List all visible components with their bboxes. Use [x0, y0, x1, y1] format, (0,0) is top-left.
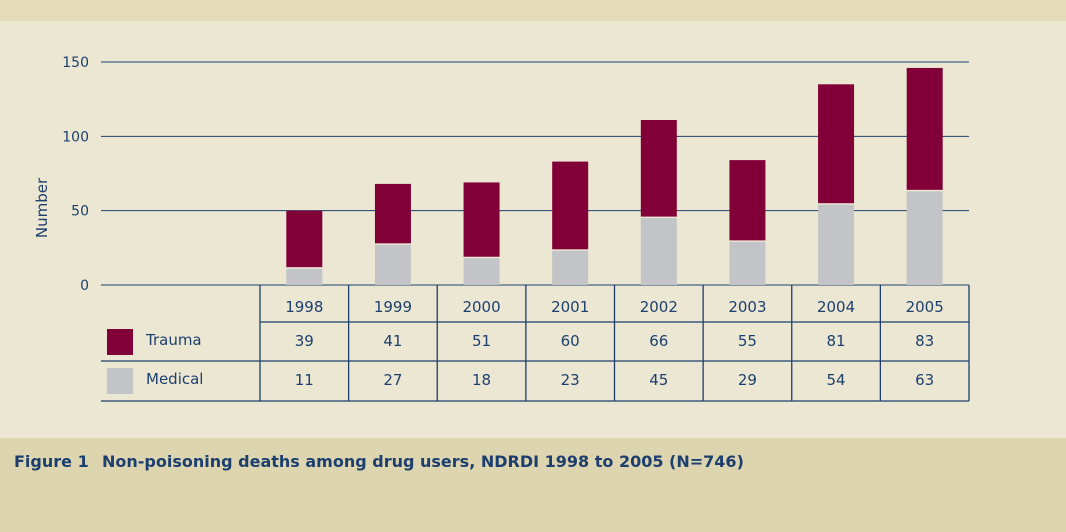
figure-label: Figure 1: [14, 452, 89, 471]
data-label-medical: 23: [561, 371, 580, 389]
x-tick-label: 2002: [640, 298, 678, 316]
x-tick-label: 2003: [728, 298, 766, 316]
data-label-trauma: 60: [561, 332, 580, 350]
bar-trauma-2002: [640, 119, 677, 217]
data-label-trauma: 41: [383, 332, 402, 350]
data-label-trauma: 83: [915, 332, 934, 350]
bar-trauma-2005: [906, 67, 943, 190]
bar-medical-2001: [552, 250, 589, 285]
data-label-medical: 29: [738, 371, 757, 389]
data-label-trauma: 81: [827, 332, 846, 350]
bars: [286, 67, 943, 285]
legend-label-trauma: Trauma: [145, 331, 202, 349]
data-label-trauma: 51: [472, 332, 491, 350]
bar-trauma-2000: [463, 182, 500, 257]
bar-medical-2003: [729, 241, 766, 285]
bar-medical-2002: [640, 218, 677, 285]
legend-swatch-medical: [107, 368, 133, 394]
stacked-bar-chart: 0 50 100 150 1998 1999 2000 2001 2002 2003 2004 20…: [33, 55, 970, 402]
y-axis-label: Number: [33, 177, 51, 238]
bar-trauma-2003: [729, 160, 766, 241]
top-band: [0, 0, 1066, 21]
x-tick-label: 2004: [817, 298, 855, 316]
x-tick-label: 1999: [374, 298, 412, 316]
x-tick-label: 1998: [285, 298, 323, 316]
data-label-medical: 18: [472, 371, 491, 389]
bar-medical-1998: [286, 268, 323, 285]
data-label-trauma: 66: [649, 332, 668, 350]
caption-band: [0, 438, 1066, 532]
y-tick-label: 50: [71, 204, 89, 220]
x-tick-label: 2000: [462, 298, 500, 316]
bar-trauma-1999: [374, 183, 411, 244]
data-label-medical: 54: [827, 371, 846, 389]
figure-caption: Figure 1 Non-poisoning deaths among drug …: [14, 452, 744, 471]
legend-swatch-trauma: [107, 329, 133, 355]
data-label-trauma: 39: [295, 332, 314, 350]
data-label-medical: 11: [295, 371, 314, 389]
data-label-medical: 27: [383, 371, 402, 389]
data-table: 1998 1999 2000 2001 2002 2003 2004 2005 Trauma 39…: [101, 285, 970, 402]
bar-trauma-1998: [286, 210, 323, 268]
bar-medical-2004: [818, 204, 855, 285]
y-tick-label: 0: [80, 278, 89, 294]
data-label-trauma: 55: [738, 332, 757, 350]
data-label-medical: 45: [649, 371, 668, 389]
bar-trauma-2004: [818, 84, 855, 204]
y-tick-label: 150: [62, 55, 89, 71]
data-label-medical: 63: [915, 371, 934, 389]
bar-medical-2000: [463, 258, 500, 285]
x-tick-label: 2001: [551, 298, 589, 316]
y-tick-label: 100: [62, 129, 89, 145]
x-tick-label: 2005: [906, 298, 944, 316]
figure-title: Non-poisoning deaths among drug users, N…: [102, 452, 744, 471]
legend-label-medical: Medical: [146, 370, 203, 388]
bar-medical-1999: [374, 244, 411, 285]
chart-panel: [0, 21, 1066, 438]
bar-trauma-2001: [552, 161, 589, 250]
bar-medical-2005: [906, 191, 943, 285]
